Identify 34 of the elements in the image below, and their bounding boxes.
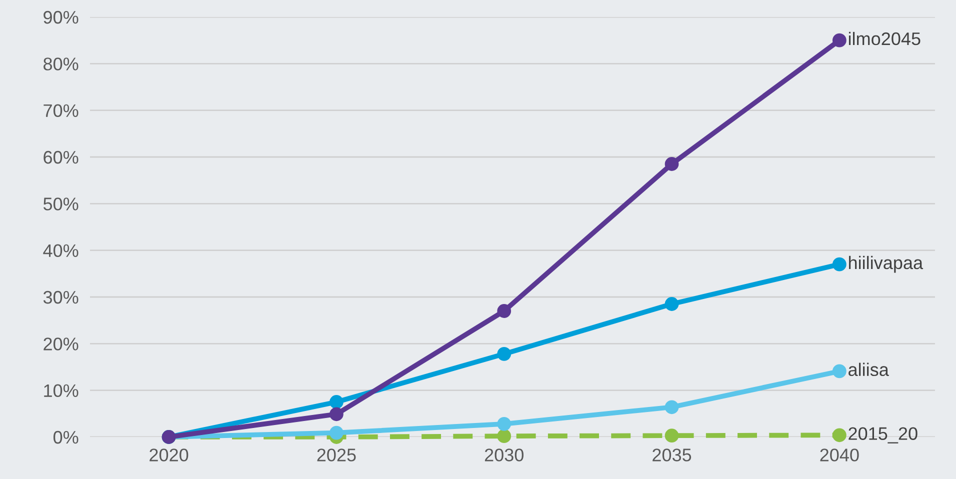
x-tick-label: 2025 (317, 448, 356, 462)
point (497, 346, 512, 361)
point (497, 416, 512, 431)
point (832, 428, 846, 442)
series-label: ilmo2045 (848, 32, 920, 46)
y-tick-label: 70% (44, 104, 78, 118)
series-label: aliisa (848, 362, 889, 376)
y-tick-label: 90% (44, 10, 78, 24)
y-tick-label: 40% (43, 244, 78, 258)
y-tick-label: 50% (43, 198, 78, 210)
y-tick-label: 20% (44, 338, 78, 350)
point (497, 429, 512, 444)
x-tick-label: 2020 (150, 448, 188, 462)
y-tick-label: 30% (43, 290, 78, 304)
series-label: 2015_20 (848, 427, 918, 444)
point (832, 33, 846, 48)
point (330, 395, 344, 409)
x-tick-label: 2035 (652, 448, 692, 462)
y-tick-label: 80% (44, 58, 78, 70)
y-tick-label: 0% (54, 430, 78, 444)
point (330, 407, 344, 422)
point (664, 297, 679, 311)
point (664, 157, 679, 171)
x-tick-label: 2040 (820, 448, 859, 462)
point (832, 364, 846, 378)
y-tick-label: 60% (44, 150, 78, 164)
point (664, 428, 679, 443)
series-label: hiilivapaa (849, 256, 924, 273)
point (832, 257, 846, 272)
point (330, 426, 344, 440)
y-tick-label: 10% (44, 384, 78, 398)
point (497, 304, 512, 318)
point (664, 400, 679, 414)
x-tick-label: 2030 (484, 448, 524, 462)
